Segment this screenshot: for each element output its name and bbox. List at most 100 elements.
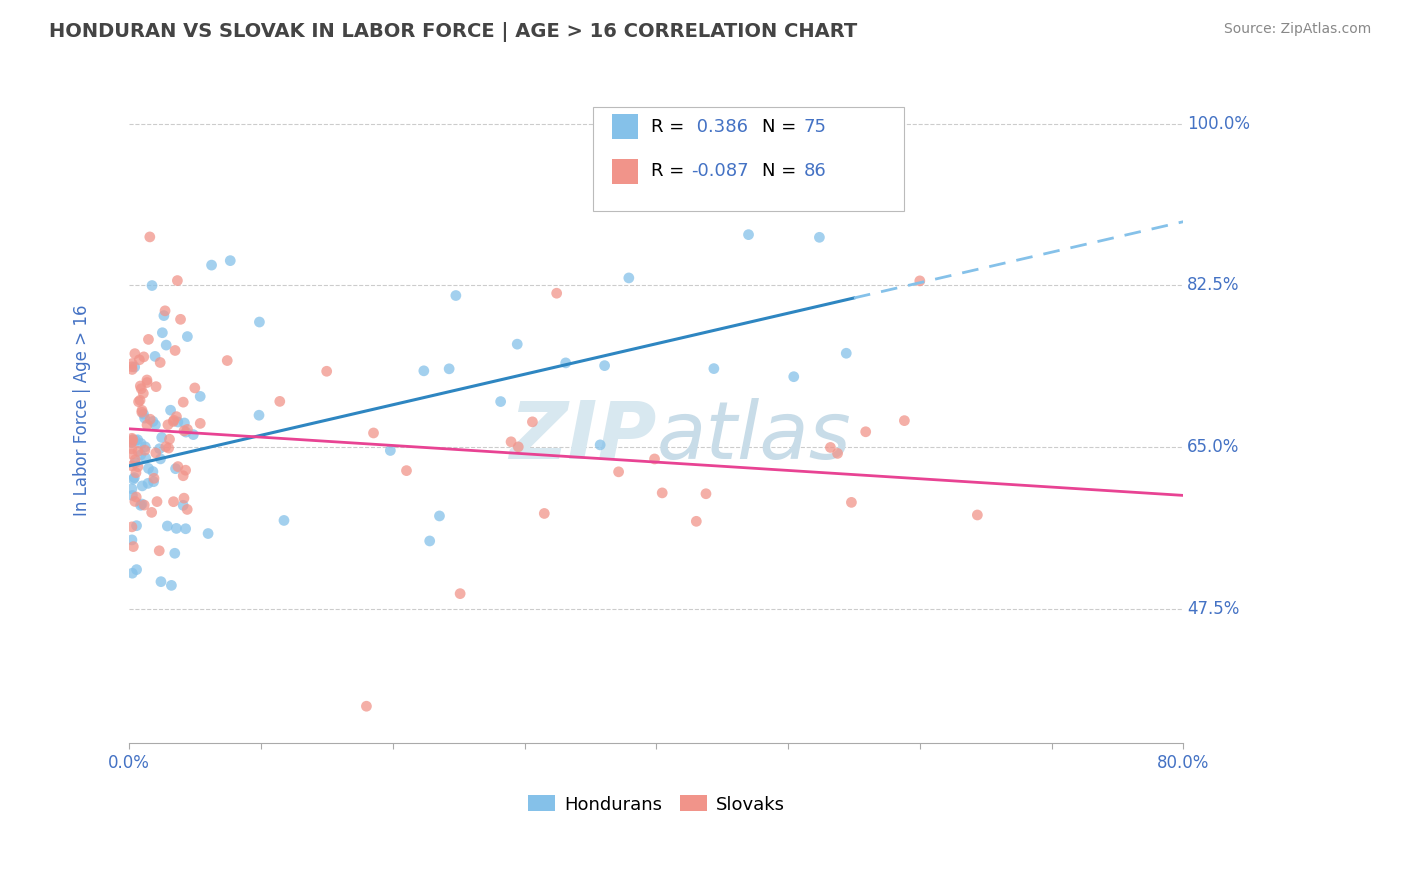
Point — [125, 518, 148, 533]
Text: 0.386: 0.386 — [692, 118, 748, 136]
Point — [145, 417, 167, 432]
Point — [134, 411, 156, 425]
Text: 75: 75 — [804, 118, 827, 136]
Point — [159, 403, 181, 417]
Point — [150, 326, 173, 340]
Point — [122, 540, 145, 554]
Point — [124, 359, 146, 374]
Point — [160, 578, 183, 592]
Text: -0.087: -0.087 — [692, 162, 749, 180]
Point — [129, 393, 152, 408]
Point — [217, 353, 239, 368]
Point — [163, 546, 186, 560]
FancyBboxPatch shape — [612, 159, 638, 184]
Point — [163, 413, 186, 427]
Point — [124, 470, 146, 484]
Point — [644, 452, 666, 467]
Point — [129, 448, 152, 462]
Point — [165, 409, 187, 424]
Point — [735, 194, 758, 208]
Point — [188, 389, 211, 403]
Text: atlas: atlas — [657, 398, 851, 476]
Point — [247, 408, 270, 422]
Point — [820, 441, 842, 455]
Point — [167, 415, 190, 429]
Point — [149, 355, 172, 369]
Point — [273, 513, 295, 527]
Point — [908, 274, 931, 288]
Point — [139, 230, 162, 244]
Point — [412, 364, 434, 378]
Point — [129, 499, 152, 513]
Point — [380, 443, 402, 458]
Point — [124, 452, 146, 467]
FancyBboxPatch shape — [593, 107, 904, 211]
Point — [589, 438, 612, 452]
Point — [167, 459, 190, 474]
Point — [132, 350, 155, 364]
Text: 65.0%: 65.0% — [1187, 438, 1240, 457]
Point — [156, 417, 179, 432]
Point — [131, 479, 153, 493]
Point — [127, 444, 149, 458]
Point — [141, 278, 163, 293]
Point — [136, 373, 159, 387]
Point — [129, 379, 152, 393]
Point — [143, 350, 166, 364]
Point — [165, 521, 187, 535]
Point — [188, 417, 211, 431]
Point — [132, 386, 155, 401]
Point — [966, 508, 988, 522]
Point — [124, 346, 146, 360]
Point — [139, 412, 162, 426]
Point — [153, 303, 176, 318]
Point — [145, 446, 167, 460]
Point — [121, 488, 143, 502]
Point — [546, 286, 568, 301]
Point — [143, 471, 166, 485]
Text: 86: 86 — [804, 162, 827, 180]
Text: 100.0%: 100.0% — [1187, 115, 1250, 133]
Point — [121, 435, 143, 450]
Point — [128, 352, 150, 367]
Point — [157, 441, 180, 455]
Point — [131, 497, 153, 511]
Point — [593, 359, 616, 373]
Point — [129, 382, 152, 396]
Point — [176, 422, 198, 436]
Point — [269, 394, 291, 409]
Point — [489, 394, 512, 409]
Point — [124, 434, 146, 448]
Point — [437, 361, 460, 376]
Point — [150, 430, 173, 444]
Point — [121, 520, 143, 534]
Point — [703, 361, 725, 376]
Point — [149, 451, 172, 466]
Point — [148, 442, 170, 456]
Text: ZIP: ZIP — [509, 398, 657, 476]
Point — [129, 436, 152, 450]
Point — [166, 274, 188, 288]
Text: N =: N = — [762, 118, 801, 136]
Text: Source: ZipAtlas.com: Source: ZipAtlas.com — [1223, 22, 1371, 37]
Point — [363, 425, 385, 440]
Text: N =: N = — [762, 162, 801, 180]
Point — [835, 346, 858, 360]
Point — [808, 230, 831, 244]
Point — [125, 466, 148, 480]
Point — [131, 403, 153, 417]
Point — [127, 459, 149, 474]
Point — [155, 338, 177, 352]
Text: R =: R = — [651, 118, 690, 136]
Text: 82.5%: 82.5% — [1187, 277, 1240, 294]
Point — [121, 447, 143, 461]
Point — [145, 379, 167, 393]
Point — [184, 381, 207, 395]
Point — [533, 507, 555, 521]
Point — [176, 329, 198, 343]
Point — [165, 343, 187, 358]
Point — [138, 461, 160, 475]
FancyBboxPatch shape — [612, 114, 638, 139]
Text: In Labor Force | Age > 16: In Labor Force | Age > 16 — [73, 304, 91, 516]
Point — [125, 563, 148, 577]
